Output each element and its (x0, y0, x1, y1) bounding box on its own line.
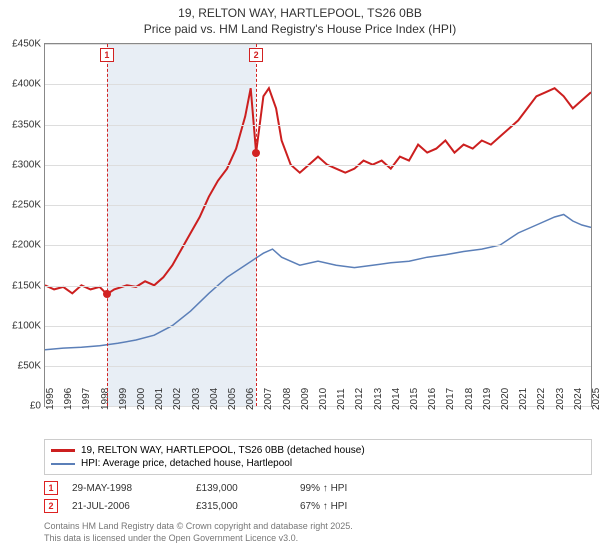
y-axis-label: £100K (5, 320, 41, 331)
sale-hpi: 67% ↑ HPI (300, 501, 347, 512)
chart-area: £0£50K£100K£150K£200K£250K£300K£350K£400… (44, 43, 592, 433)
gridline (45, 165, 591, 166)
attribution-line: This data is licensed under the Open Gov… (44, 533, 592, 545)
y-axis-label: £250K (5, 200, 41, 211)
gridline (45, 286, 591, 287)
gridline (45, 84, 591, 85)
marker-icon: 1 (100, 48, 114, 62)
marker-vline (256, 44, 257, 406)
sales-table: 1 29-MAY-1998 £139,000 99% ↑ HPI 2 21-JU… (44, 479, 592, 515)
sale-price: £139,000 (196, 483, 286, 494)
sale-row: 1 29-MAY-1998 £139,000 99% ↑ HPI (44, 479, 592, 497)
sale-price: £315,000 (196, 501, 286, 512)
gridline (45, 205, 591, 206)
sale-hpi: 99% ↑ HPI (300, 483, 347, 494)
marker-dot (103, 290, 111, 298)
gridline (45, 326, 591, 327)
marker-dot (252, 149, 260, 157)
title-address: 19, RELTON WAY, HARTLEPOOL, TS26 0BB (0, 6, 600, 22)
y-axis-label: £50K (5, 360, 41, 371)
gridline (45, 245, 591, 246)
sale-row: 2 21-JUL-2006 £315,000 67% ↑ HPI (44, 497, 592, 515)
attribution: Contains HM Land Registry data © Crown c… (44, 521, 592, 544)
y-axis-label: £400K (5, 79, 41, 90)
sale-date: 21-JUL-2006 (72, 501, 182, 512)
y-axis-label: £150K (5, 280, 41, 291)
y-axis-label: £300K (5, 159, 41, 170)
legend-item: HPI: Average price, detached house, Hart… (51, 457, 585, 470)
sale-date: 29-MAY-1998 (72, 483, 182, 494)
series-line (45, 88, 591, 294)
series-line (45, 215, 591, 350)
y-axis-label: £350K (5, 119, 41, 130)
y-axis-label: £0 (5, 401, 41, 412)
marker-icon: 2 (44, 499, 58, 513)
gridline (45, 44, 591, 45)
attribution-line: Contains HM Land Registry data © Crown c… (44, 521, 592, 533)
legend: 19, RELTON WAY, HARTLEPOOL, TS26 0BB (de… (44, 439, 592, 475)
marker-icon: 1 (44, 481, 58, 495)
legend-label: HPI: Average price, detached house, Hart… (81, 458, 292, 469)
y-axis-label: £450K (5, 39, 41, 50)
marker-icon: 2 (249, 48, 263, 62)
legend-item: 19, RELTON WAY, HARTLEPOOL, TS26 0BB (de… (51, 444, 585, 457)
gridline (45, 366, 591, 367)
plot-region: £0£50K£100K£150K£200K£250K£300K£350K£400… (44, 43, 592, 407)
gridline (45, 125, 591, 126)
chart-lines (45, 44, 591, 406)
legend-swatch (51, 449, 75, 452)
legend-label: 19, RELTON WAY, HARTLEPOOL, TS26 0BB (de… (81, 445, 365, 456)
title-subtitle: Price paid vs. HM Land Registry's House … (0, 22, 600, 38)
chart-title-block: 19, RELTON WAY, HARTLEPOOL, TS26 0BB Pri… (0, 0, 600, 39)
legend-swatch (51, 463, 75, 465)
marker-vline (107, 44, 108, 406)
y-axis-label: £200K (5, 240, 41, 251)
